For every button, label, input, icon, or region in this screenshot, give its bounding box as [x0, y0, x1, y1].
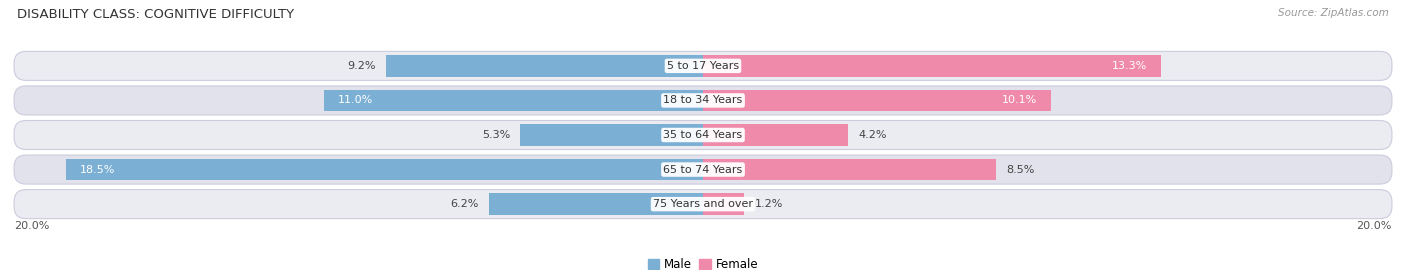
Text: 35 to 64 Years: 35 to 64 Years	[664, 130, 742, 140]
Text: 18 to 34 Years: 18 to 34 Years	[664, 95, 742, 106]
Text: DISABILITY CLASS: COGNITIVE DIFFICULTY: DISABILITY CLASS: COGNITIVE DIFFICULTY	[17, 8, 294, 21]
Text: 11.0%: 11.0%	[337, 95, 373, 106]
Text: 65 to 74 Years: 65 to 74 Years	[664, 164, 742, 175]
Text: 10.1%: 10.1%	[1002, 95, 1038, 106]
Text: 9.2%: 9.2%	[347, 61, 375, 71]
FancyBboxPatch shape	[14, 51, 1392, 80]
Bar	[387, 55, 703, 77]
Text: 5 to 17 Years: 5 to 17 Years	[666, 61, 740, 71]
Bar	[66, 159, 703, 180]
Bar	[703, 193, 744, 215]
Bar	[703, 124, 848, 146]
Bar	[703, 90, 1050, 111]
Text: 18.5%: 18.5%	[80, 164, 115, 175]
Text: Source: ZipAtlas.com: Source: ZipAtlas.com	[1278, 8, 1389, 18]
Text: 13.3%: 13.3%	[1112, 61, 1147, 71]
FancyBboxPatch shape	[14, 190, 1392, 219]
Text: 6.2%: 6.2%	[451, 199, 479, 209]
Legend: Male, Female: Male, Female	[648, 258, 758, 270]
Bar	[703, 55, 1161, 77]
FancyBboxPatch shape	[14, 155, 1392, 184]
Text: 4.2%: 4.2%	[858, 130, 887, 140]
Bar	[323, 90, 703, 111]
Text: 20.0%: 20.0%	[14, 221, 49, 231]
Bar	[703, 159, 995, 180]
FancyBboxPatch shape	[14, 120, 1392, 150]
Bar	[489, 193, 703, 215]
Text: 20.0%: 20.0%	[1357, 221, 1392, 231]
FancyBboxPatch shape	[14, 86, 1392, 115]
Text: 8.5%: 8.5%	[1007, 164, 1035, 175]
Bar	[520, 124, 703, 146]
Text: 75 Years and over: 75 Years and over	[652, 199, 754, 209]
Text: 1.2%: 1.2%	[755, 199, 783, 209]
Text: 5.3%: 5.3%	[482, 130, 510, 140]
